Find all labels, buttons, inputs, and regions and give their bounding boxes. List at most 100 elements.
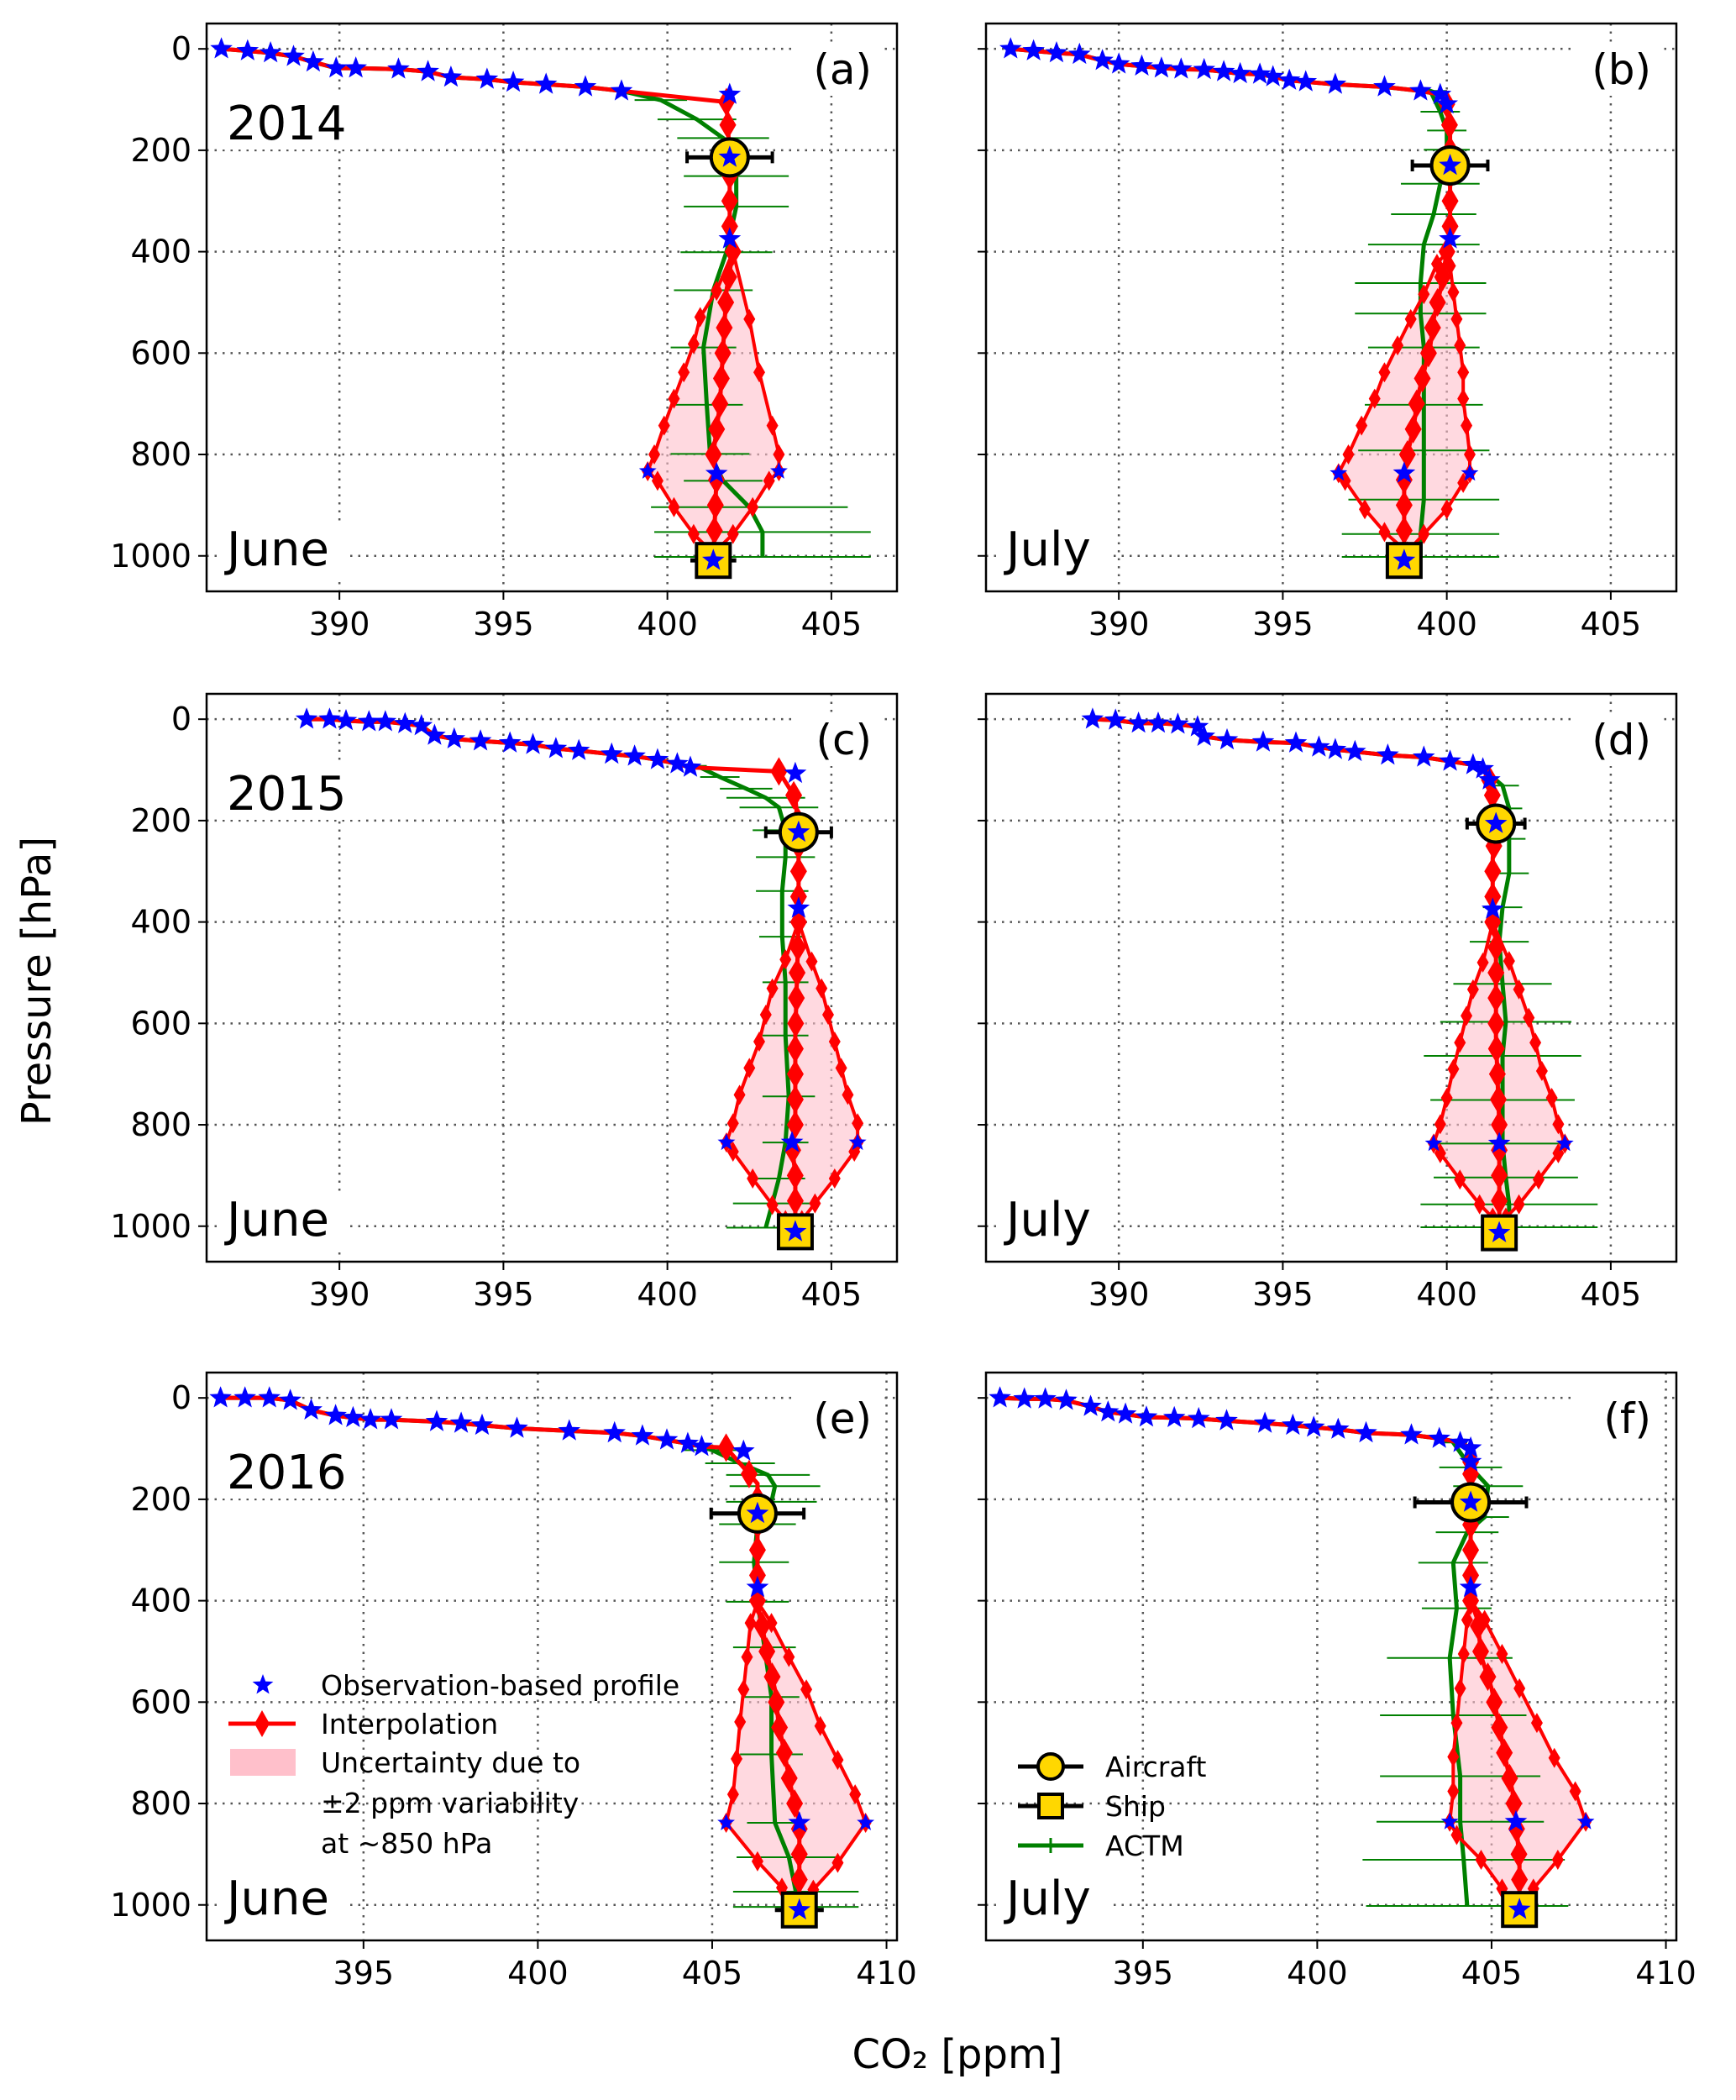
observation-marker: [1135, 1405, 1158, 1427]
observation-marker: [746, 1501, 769, 1524]
observation-marker: [787, 820, 810, 843]
observation-marker: [1392, 461, 1416, 483]
interpolation-marker: [758, 1636, 776, 1666]
month-label-bg: [222, 522, 348, 581]
x-tick-label: 400: [637, 606, 698, 643]
panel-e: 2016 June (e) 395 400 405 410 0 200 400 600 800 1000: [110, 1371, 917, 1992]
observation-marker: [1104, 708, 1127, 730]
axes-frame: [984, 692, 1678, 1263]
observation-marker: [1504, 1809, 1528, 1832]
legend-instruments: Aircraft Ship ACTM: [1018, 1751, 1207, 1862]
interpolation-marker: [1487, 984, 1505, 1013]
year-label-bg: [222, 763, 361, 820]
observation-marker: [1308, 735, 1330, 757]
interpolation-envelope-marker: [1457, 388, 1470, 409]
interpolation-marker: [768, 1688, 785, 1717]
y-tick-label: 800: [130, 436, 191, 473]
x-tick-label: 405: [1581, 1276, 1642, 1313]
interpolation-marker: [785, 780, 803, 810]
plot-area: [207, 694, 897, 1262]
x-tick-label: 405: [1461, 1955, 1523, 1992]
interpolation-envelope-marker: [766, 978, 779, 999]
observation-marker: [1081, 707, 1104, 729]
observation-marker: [506, 1416, 528, 1438]
actm-line: [307, 717, 791, 1229]
x-tick-label: 390: [309, 606, 370, 643]
x-tick-label: 400: [507, 1955, 569, 1992]
observation-marker: [1508, 1898, 1531, 1919]
observation-marker: [359, 1408, 382, 1430]
y-tick-label: 0: [171, 1379, 191, 1416]
observation-marker: [1130, 54, 1153, 76]
interpolation-marker: [748, 1561, 766, 1590]
interpolation-marker: [1429, 287, 1446, 317]
panel-a: 2014 June (a) 390 395 400 405 0 200 400 600 800 1000: [110, 22, 899, 643]
observation-marker: [1212, 60, 1235, 81]
interpolation-envelope-marker: [1552, 1114, 1565, 1135]
interpolation-envelope-marker: [658, 415, 670, 436]
interpolation-envelope-marker: [687, 523, 700, 544]
observation-marker: [1253, 1411, 1277, 1433]
observation-marker: [449, 1411, 473, 1433]
interpolation-line: [307, 717, 801, 1232]
interpolation-marker: [1395, 491, 1413, 520]
interpolation-envelope-marker: [816, 978, 828, 999]
y-tick-label: 400: [130, 904, 191, 941]
interpolation-envelope-marker: [668, 388, 680, 409]
observation-marker: [324, 56, 348, 78]
observation-marker: [1424, 1134, 1443, 1152]
interpolation-marker: [786, 1161, 804, 1190]
observation-marker: [1248, 62, 1272, 84]
month-label: July: [1004, 1193, 1091, 1247]
interpolation-envelope-marker: [1342, 444, 1355, 465]
interpolation-marker: [1413, 364, 1431, 393]
observation-marker: [784, 1220, 807, 1242]
interpolation-envelope-marker: [1529, 1032, 1542, 1053]
observation-marker: [236, 39, 260, 60]
observation-marker: [358, 710, 380, 732]
interpolation-marker: [717, 287, 735, 317]
observation-marker: [1392, 549, 1416, 570]
interpolation-envelope-marker: [1404, 308, 1417, 329]
interpolation-marker: [1398, 440, 1416, 470]
axes-frame: [984, 22, 1678, 593]
observation-marker: [623, 744, 646, 766]
observation-marker: [666, 752, 689, 774]
observation-marker: [318, 707, 341, 729]
interpolation-envelope-marker: [711, 281, 723, 302]
interpolation-envelope-marker: [1454, 1032, 1466, 1053]
interpolation-envelope-marker: [648, 444, 661, 465]
interpolation-marker: [714, 339, 732, 368]
legend-label: ACTM: [1105, 1830, 1184, 1862]
panel-letter-bg: [1576, 712, 1660, 766]
interpolation-marker: [786, 1789, 804, 1819]
interpolation-envelope-marker: [1461, 1005, 1473, 1026]
interpolation-envelope-marker: [1513, 1194, 1525, 1215]
observation-marker: [784, 761, 807, 784]
interpolation-marker: [716, 313, 733, 343]
observation-marker: [1282, 1413, 1304, 1436]
interpolation-envelope-marker: [805, 951, 818, 972]
interpolation-envelope-marker: [759, 1005, 772, 1026]
legend-star-icon: [252, 1674, 274, 1694]
observation-marker: [1439, 227, 1461, 249]
interpolation-envelope-marker: [831, 1852, 844, 1873]
interpolation-envelope-marker: [1440, 1088, 1453, 1109]
interpolation-marker: [1441, 186, 1459, 216]
x-tick-label: 390: [1088, 606, 1150, 643]
interpolation-envelope-marker: [747, 1168, 759, 1189]
interpolation-envelope-marker: [753, 362, 765, 383]
observation-marker: [717, 1133, 736, 1151]
observation-marker: [1170, 57, 1193, 79]
interpolation-marker: [786, 1034, 804, 1063]
panel-letter: (b): [1592, 45, 1651, 94]
interpolation-envelope-marker: [1551, 1850, 1564, 1871]
interpolation-envelope-marker: [1378, 362, 1391, 383]
observation-marker: [393, 711, 417, 733]
legend-label: Interpolation: [321, 1708, 498, 1740]
observation-marker: [848, 1133, 867, 1151]
observation-marker: [989, 1386, 1011, 1408]
observation-marker: [1107, 52, 1130, 74]
observation-marker: [1439, 749, 1461, 771]
interpolation-envelope-marker: [651, 470, 663, 491]
